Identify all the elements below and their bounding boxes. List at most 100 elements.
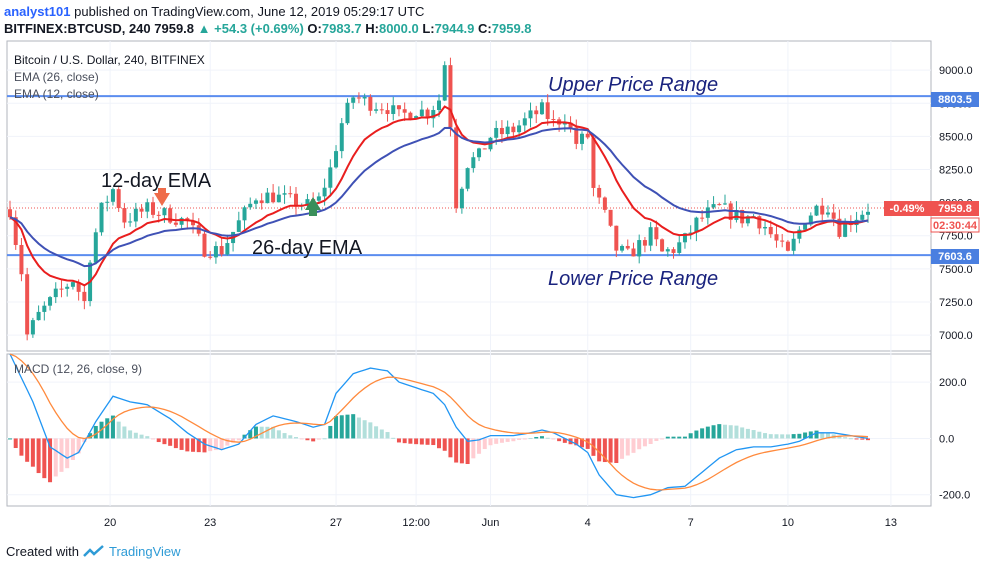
- candle-body: [128, 221, 133, 223]
- ema26-annotation: 26-day EMA: [252, 237, 363, 259]
- macd-histogram-bar: [185, 438, 190, 452]
- macd-histogram-bar: [30, 438, 35, 467]
- time-tick-label: 10: [782, 517, 794, 529]
- macd-histogram-bar: [65, 438, 70, 469]
- candle-body: [797, 229, 802, 239]
- candle-body: [282, 193, 287, 195]
- price-tick-label: 7250.0: [939, 297, 973, 309]
- macd-histogram-bar: [682, 436, 687, 439]
- ema12-annotation: 12-day EMA: [101, 170, 212, 192]
- macd-histogram-bar: [396, 438, 401, 443]
- tradingview-brand-link[interactable]: TradingView: [108, 544, 181, 559]
- candle-body: [654, 227, 659, 240]
- macd-histogram-bar: [625, 438, 630, 456]
- candle-body: [671, 249, 676, 253]
- macd-histogram-bar: [362, 420, 367, 439]
- macd-histogram-bar: [471, 438, 476, 459]
- candle-body: [293, 193, 299, 207]
- price-tick-label: 8500.0: [939, 131, 973, 143]
- price-pane[interactable]: [6, 40, 932, 352]
- macd-histogram-bar: [579, 438, 585, 448]
- macd-histogram-bar: [677, 436, 682, 439]
- published-line: analyst101 published on TradingView.com,…: [4, 4, 424, 19]
- macd-histogram-bar: [191, 438, 196, 452]
- arrow-down-icon: [154, 193, 170, 206]
- ema12-line: [9, 105, 869, 287]
- candle-body: [562, 122, 567, 125]
- macd-histogram-bar: [282, 433, 287, 439]
- macd-histogram-bar: [356, 417, 361, 439]
- macd-histogram-bar: [379, 429, 384, 439]
- macd-histogram-bar: [843, 437, 848, 439]
- lower-range-badge-text: 7603.6: [938, 251, 972, 263]
- change-value: +54.3 (+0.69%): [214, 21, 304, 36]
- macd-histogram-bar: [70, 438, 75, 460]
- candle-body: [156, 214, 161, 216]
- macd-histogram-bar: [328, 425, 333, 439]
- candle-body: [585, 133, 590, 138]
- candle-body: [379, 109, 384, 111]
- macd-histogram-bar: [316, 438, 321, 440]
- open-label: O:: [307, 21, 322, 36]
- candle-body: [288, 193, 293, 195]
- candle-body: [791, 238, 796, 251]
- author-link[interactable]: analyst101: [4, 4, 71, 19]
- macd-histogram-bar: [865, 438, 871, 441]
- candle-body: [471, 157, 476, 169]
- macd-histogram-bar: [128, 430, 133, 439]
- candle-body: [408, 112, 413, 120]
- macd-histogram-bar: [785, 434, 790, 439]
- macd-histogram-bar: [780, 434, 785, 439]
- candle-body: [259, 200, 264, 204]
- candle-body: [660, 239, 665, 252]
- macd-histogram-bar: [402, 438, 407, 444]
- macd-indicator: [7, 353, 871, 499]
- macd-histogram-bar: [150, 438, 156, 440]
- macd-histogram-bar: [391, 437, 396, 439]
- macd-histogram-bar: [705, 426, 710, 439]
- footer: Created with TradingView: [6, 544, 181, 559]
- macd-histogram-bar: [202, 438, 207, 453]
- candle-body: [391, 105, 396, 114]
- signal-line: [9, 353, 869, 491]
- candle-body: [242, 207, 247, 221]
- macd-histogram-bar: [219, 438, 224, 450]
- macd-histogram-bar: [168, 438, 173, 446]
- candle-body: [225, 243, 230, 255]
- candle-body: [59, 288, 64, 290]
- tradingview-logo-icon: [83, 544, 104, 557]
- candle-body: [150, 202, 156, 215]
- candle-body: [316, 196, 321, 201]
- time-tick-label: 20: [104, 517, 116, 529]
- candle-body: [831, 212, 836, 219]
- candle-body: [534, 110, 539, 115]
- upper-range-badge-text: 8803.5: [938, 94, 972, 106]
- macd-histogram-bar: [597, 438, 602, 462]
- macd-histogram-bar: [722, 424, 728, 439]
- macd-histogram-bar: [145, 436, 150, 439]
- macd-histogram-bar: [305, 438, 310, 441]
- candle-body: [665, 249, 670, 252]
- macd-histogram-bar: [551, 438, 556, 440]
- close-value: 7959.8: [491, 21, 532, 36]
- macd-histogram-bar: [265, 426, 270, 439]
- time-tick-label: 4: [585, 517, 591, 529]
- candle-body: [431, 109, 436, 119]
- macd-histogram-bar: [791, 434, 796, 439]
- macd-histogram-bar: [345, 414, 350, 439]
- macd-histogram-bar: [494, 438, 499, 444]
- macd-histogram-bar: [688, 433, 693, 439]
- candle-body: [722, 203, 728, 205]
- macd-histogram-bar: [231, 438, 236, 443]
- macd-histogram-bar: [293, 437, 299, 439]
- macd-histogram-bar: [820, 432, 825, 439]
- candle-body: [700, 217, 705, 219]
- pct-badge: [884, 201, 931, 216]
- candle-body: [808, 215, 813, 225]
- candle-body: [328, 167, 333, 188]
- candle-body: [837, 218, 842, 237]
- macd-pane[interactable]: [6, 353, 932, 507]
- candle-body: [110, 189, 115, 202]
- macd-histogram-bar: [614, 438, 619, 464]
